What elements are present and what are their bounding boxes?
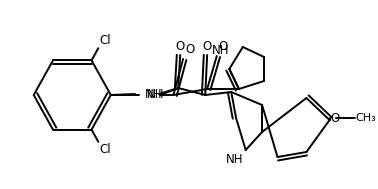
Text: NH: NH	[146, 88, 164, 101]
Text: Cl: Cl	[99, 143, 111, 156]
Text: O: O	[175, 40, 185, 53]
Text: NH: NH	[144, 88, 162, 101]
Text: O: O	[219, 40, 228, 53]
Text: CH₃: CH₃	[356, 113, 376, 123]
Text: O: O	[203, 40, 212, 53]
Text: NH: NH	[212, 44, 229, 57]
Text: Cl: Cl	[99, 34, 111, 47]
Text: O: O	[185, 43, 194, 56]
Text: NH: NH	[226, 153, 244, 166]
Text: O: O	[330, 112, 340, 125]
